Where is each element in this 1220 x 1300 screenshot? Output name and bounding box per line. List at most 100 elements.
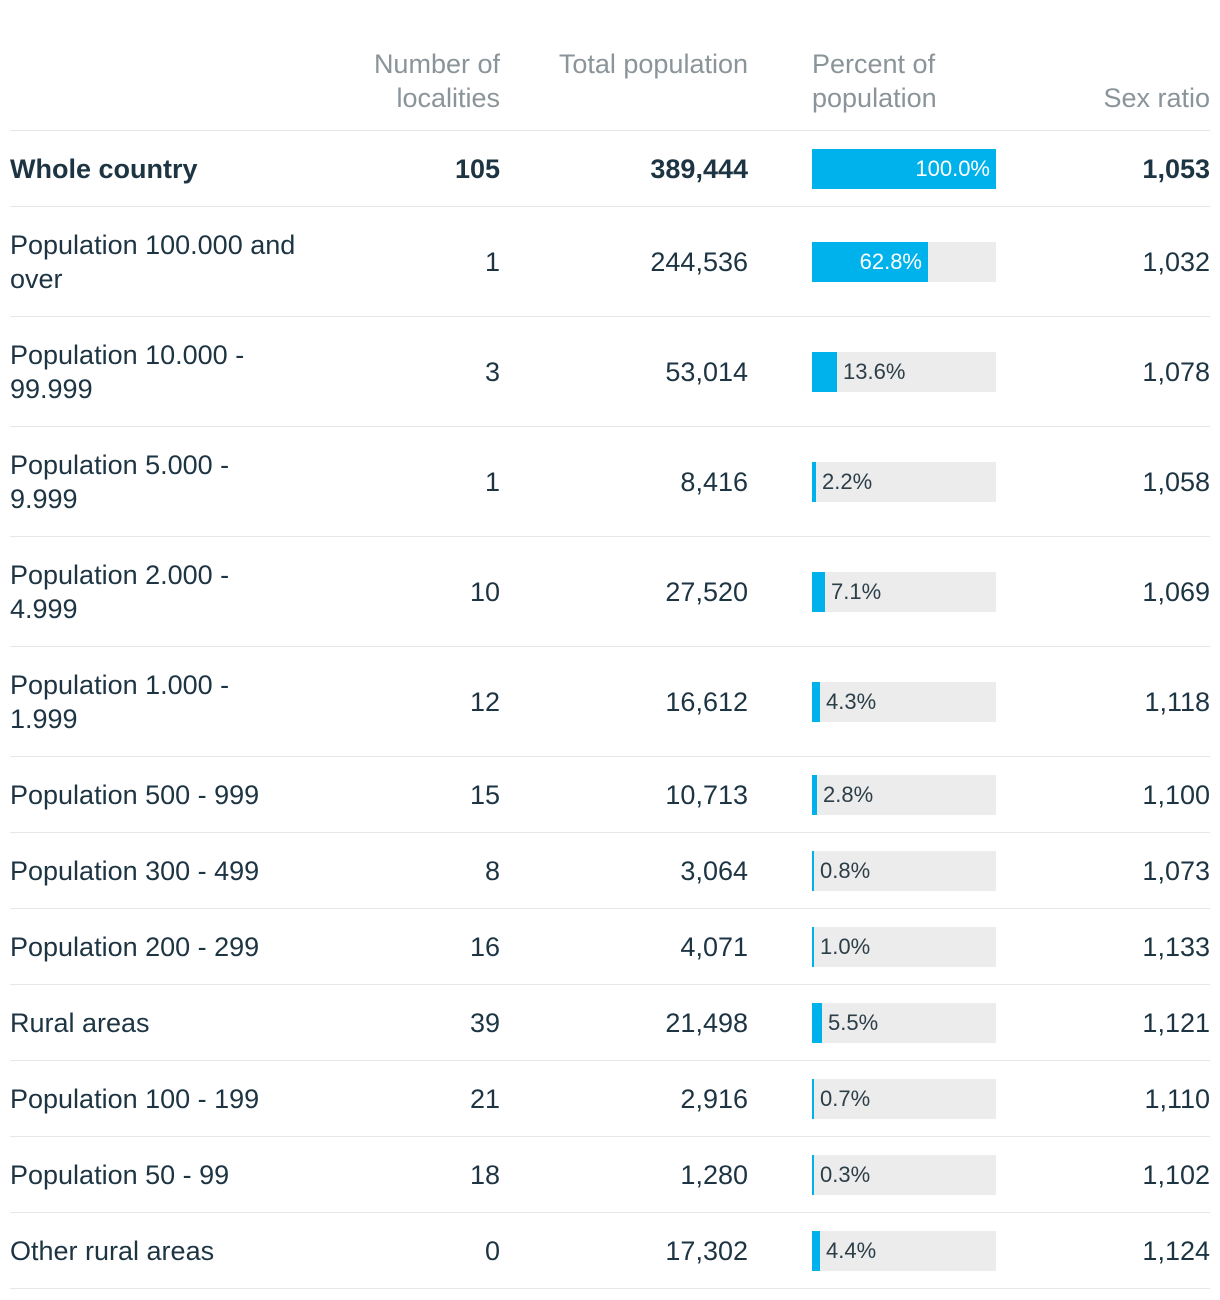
- percent-bar-track: 0.3%: [812, 1154, 996, 1195]
- sex-ratio-value: 1,102: [1142, 1159, 1210, 1190]
- total-population-value: 10,713: [665, 779, 748, 810]
- percent-bar: [812, 926, 814, 967]
- row-label: Population 200 - 299: [10, 931, 260, 962]
- row-label: Population 2.000 - 4.999: [10, 559, 230, 624]
- localities-value: 0: [484, 1235, 500, 1266]
- sex-ratio-value: 1,118: [1144, 686, 1210, 717]
- row-label: Population 100.000 and over: [10, 229, 296, 294]
- sex-ratio-value: 1,133: [1142, 931, 1210, 962]
- total-population-value: 3,064: [680, 855, 748, 886]
- percent-label: 0.3%: [820, 1161, 871, 1187]
- header-percent-of-population: Percent of population: [812, 49, 937, 113]
- table-row: Population 300 - 499 8 3,064 0.8% 1,073: [10, 833, 1210, 909]
- table-row: Population 500 - 999 15 10,713 2.8% 1,100: [10, 757, 1210, 833]
- sex-ratio-value: 1,078: [1142, 356, 1210, 387]
- percent-label: 5.5%: [828, 1009, 879, 1035]
- row-label: Whole country: [10, 153, 198, 184]
- total-population-value: 1,280: [680, 1159, 748, 1190]
- table-row: Other rural areas 0 17,302 4.4% 1,124: [10, 1213, 1210, 1289]
- localities-value: 18: [469, 1159, 500, 1190]
- sex-ratio-value: 1,121: [1142, 1007, 1210, 1038]
- percent-bar: [812, 1154, 814, 1195]
- localities-value: 16: [469, 931, 500, 962]
- total-population-value: 389,444: [650, 153, 748, 184]
- localities-value: 1: [484, 466, 500, 497]
- localities-value: 1: [484, 246, 500, 277]
- row-label: Population 1.000 - 1.999: [10, 669, 230, 734]
- total-population-value: 21,498: [665, 1007, 748, 1038]
- table-row: Population 50 - 99 18 1,280 0.3% 1,102: [10, 1137, 1210, 1213]
- percent-bar-track: 4.3%: [812, 681, 996, 722]
- table-row: Whole country 105 389,444 100.0% 1,053: [10, 131, 1210, 207]
- percent-bar: [812, 571, 825, 612]
- percent-bar: [812, 850, 814, 891]
- table-row: Population 2.000 - 4.999 10 27,520 7.1% 1,06…: [10, 537, 1210, 647]
- total-population-value: 27,520: [665, 576, 748, 607]
- percent-bar: [812, 351, 837, 392]
- sex-ratio-value: 1,053: [1142, 153, 1210, 184]
- table-row: Population 200 - 299 16 4,071 1.0% 1,133: [10, 909, 1210, 985]
- table-row: Rural areas 39 21,498 5.5% 1,121: [10, 985, 1210, 1061]
- header-number-of-localities: Number of localities: [373, 49, 500, 113]
- header-sex-ratio: Sex ratio: [1103, 83, 1210, 113]
- percent-bar: [812, 241, 928, 282]
- total-population-value: 53,014: [665, 356, 748, 387]
- total-population-value: 2,916: [680, 1083, 748, 1114]
- localities-value: 3: [484, 356, 500, 387]
- percent-bar-track: 2.8%: [812, 774, 996, 815]
- percent-bar: [812, 1002, 822, 1043]
- sex-ratio-value: 1,110: [1144, 1083, 1210, 1114]
- percent-bar: [812, 148, 996, 189]
- percent-bar: [812, 1230, 820, 1271]
- percent-bar-track: 0.8%: [812, 850, 996, 891]
- total-population-value: 244,536: [650, 246, 748, 277]
- percent-bar-track: 100.0%: [812, 148, 996, 189]
- percent-bar-track: 0.7%: [812, 1078, 996, 1119]
- percent-label: 0.7%: [820, 1085, 871, 1111]
- percent-bar: [812, 461, 816, 502]
- row-label: Population 500 - 999: [10, 779, 260, 810]
- percent-label: 4.4%: [826, 1237, 877, 1263]
- sex-ratio-value: 1,073: [1142, 855, 1210, 886]
- percent-label: 100.0%: [915, 155, 990, 181]
- percent-label: 62.8%: [859, 248, 922, 274]
- row-label: Population 50 - 99: [10, 1159, 230, 1190]
- percent-bar: [812, 681, 820, 722]
- row-label: Population 100 - 199: [10, 1083, 260, 1114]
- total-population-value: 16,612: [665, 686, 748, 717]
- header-total-population: Total population: [558, 49, 748, 79]
- percent-bar: [812, 774, 817, 815]
- row-label: Population 300 - 499: [10, 855, 260, 886]
- localities-value: 15: [469, 779, 500, 810]
- localities-value: 8: [484, 855, 500, 886]
- percent-label: 2.2%: [822, 468, 873, 494]
- sex-ratio-value: 1,032: [1142, 246, 1210, 277]
- localities-value: 10: [469, 576, 500, 607]
- percent-label: 13.6%: [843, 358, 906, 384]
- table-row: Population 100.000 and over 1 244,536 62.8%…: [10, 207, 1210, 317]
- percent-label: 4.3%: [826, 688, 877, 714]
- percent-bar-track: 4.4%: [812, 1230, 996, 1271]
- percent-bar-track: 7.1%: [812, 571, 996, 612]
- row-label: Population 5.000 - 9.999: [10, 449, 230, 514]
- table-row: Population 10.000 - 99.999 3 53,014 13.6% 1,…: [10, 317, 1210, 427]
- table-body: Whole country 105 389,444 100.0% 1,053 Popula…: [10, 131, 1210, 1289]
- percent-label: 7.1%: [831, 578, 882, 604]
- total-population-value: 4,071: [680, 931, 748, 962]
- row-label: Population 10.000 - 99.999: [10, 339, 245, 404]
- table-row: Population 5.000 - 9.999 1 8,416 2.2% 1,058: [10, 427, 1210, 537]
- percent-label: 2.8%: [823, 781, 874, 807]
- localities-value: 105: [454, 153, 500, 184]
- table-header: Number of localities Total population Pe…: [10, 0, 1210, 131]
- localities-value: 21: [469, 1083, 500, 1114]
- sex-ratio-value: 1,124: [1142, 1235, 1210, 1266]
- total-population-value: 17,302: [665, 1235, 748, 1266]
- table-row: Population 1.000 - 1.999 12 16,612 4.3% 1,11…: [10, 647, 1210, 757]
- row-label: Rural areas: [10, 1007, 150, 1038]
- percent-bar-track: 1.0%: [812, 926, 996, 967]
- percent-label: 0.8%: [820, 857, 871, 883]
- percent-bar-track: 5.5%: [812, 1002, 996, 1043]
- sex-ratio-value: 1,100: [1142, 779, 1210, 810]
- total-population-value: 8,416: [680, 466, 748, 497]
- percent-bar-track: 13.6%: [812, 351, 996, 392]
